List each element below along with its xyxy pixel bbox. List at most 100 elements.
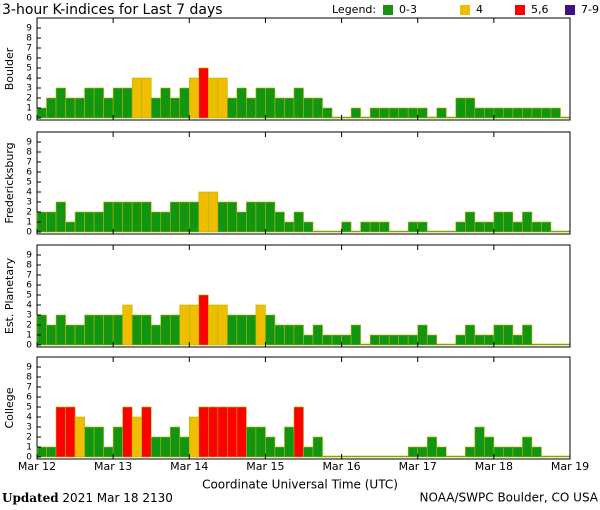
x-tick-label: Mar 17: [399, 460, 437, 473]
bar: [512, 334, 523, 346]
bar: [369, 107, 380, 119]
bar: [312, 230, 323, 233]
bar: [388, 230, 399, 233]
bar: [293, 406, 304, 458]
bar: [293, 324, 304, 346]
y-tick-label: 1: [26, 104, 32, 114]
bar: [560, 230, 571, 233]
bar: [122, 304, 133, 346]
y-tick-label: 4: [26, 413, 32, 423]
bar: [74, 97, 85, 119]
legend-label: 7-9: [581, 3, 599, 16]
bar: [217, 77, 228, 119]
bar: [112, 87, 123, 119]
legend-swatch: [460, 5, 470, 15]
bar: [141, 406, 152, 458]
y-tick-label: 0: [26, 341, 32, 351]
bar: [379, 334, 390, 346]
bar: [46, 324, 57, 346]
bar: [150, 97, 162, 119]
bar: [246, 426, 257, 458]
footer-right: NOAA/SWPC Boulder, CO USA: [420, 491, 599, 505]
bar: [179, 87, 190, 119]
bar: [246, 314, 257, 346]
x-tick-label: Mar 16: [322, 460, 360, 473]
bar: [379, 221, 390, 233]
bar: [265, 87, 276, 119]
bar: [112, 314, 123, 346]
y-tick-label: 6: [26, 54, 32, 64]
bar: [36, 314, 47, 346]
bar: [445, 116, 457, 119]
bar: [65, 406, 76, 458]
bar: [122, 87, 133, 119]
x-tick-label: Mar 18: [475, 460, 513, 473]
y-tick-label: 2: [26, 94, 32, 104]
bar: [541, 221, 552, 233]
bar: [74, 416, 85, 458]
bar: [531, 446, 542, 458]
y-tick-label: 8: [26, 34, 32, 44]
bar: [36, 107, 47, 119]
bar: [208, 406, 219, 458]
bar: [46, 446, 57, 458]
bar: [379, 455, 390, 458]
bar: [55, 201, 66, 233]
bar: [122, 201, 133, 233]
bar: [312, 97, 323, 119]
legend-label: 5,6: [531, 3, 549, 16]
y-tick-label: 8: [26, 148, 32, 158]
bar: [407, 221, 419, 233]
bar: [426, 334, 438, 346]
y-axis-title: College: [3, 387, 16, 428]
bar: [474, 334, 485, 346]
y-tick-label: 5: [26, 291, 32, 301]
bar: [36, 446, 47, 458]
bar: [350, 107, 361, 119]
bar: [265, 436, 276, 458]
y-tick-label: 6: [26, 281, 32, 291]
bar: [55, 314, 66, 346]
x-tick-label: Mar 13: [94, 460, 132, 473]
y-tick-label: 5: [26, 403, 32, 413]
bar: [455, 97, 466, 119]
bar: [436, 230, 447, 233]
y-axis-title: Fredericksburg: [3, 142, 16, 223]
bar: [255, 201, 266, 233]
bar: [484, 334, 495, 346]
bar: [141, 314, 152, 346]
bar: [150, 436, 162, 458]
bar: [484, 436, 495, 458]
bar: [188, 416, 200, 458]
y-axis-title: Est. Planetary: [3, 257, 16, 334]
bar: [160, 314, 171, 346]
bar: [84, 314, 95, 346]
bar: [236, 87, 247, 119]
bar: [112, 201, 123, 233]
bar: [360, 116, 371, 119]
bar: [541, 343, 552, 346]
bar: [398, 230, 409, 233]
bar: [436, 343, 447, 346]
bar: [246, 97, 257, 119]
y-tick-label: 3: [26, 423, 32, 433]
bar: [474, 107, 485, 119]
bar: [560, 116, 571, 119]
bar: [493, 107, 504, 119]
bar: [103, 201, 114, 233]
chart-title: 3-hour K-indices for Last 7 days: [2, 2, 223, 18]
bar: [227, 406, 238, 458]
bar: [455, 334, 466, 346]
bar: [293, 87, 304, 119]
bar: [465, 97, 476, 119]
legend-title: Legend:: [332, 3, 376, 16]
y-tick-label: 7: [26, 271, 32, 281]
bar: [169, 97, 181, 119]
bar: [417, 324, 428, 346]
bar: [531, 343, 542, 346]
bar: [522, 211, 533, 233]
bar: [265, 314, 276, 346]
bar: [369, 221, 380, 233]
legend-swatch: [515, 5, 525, 15]
